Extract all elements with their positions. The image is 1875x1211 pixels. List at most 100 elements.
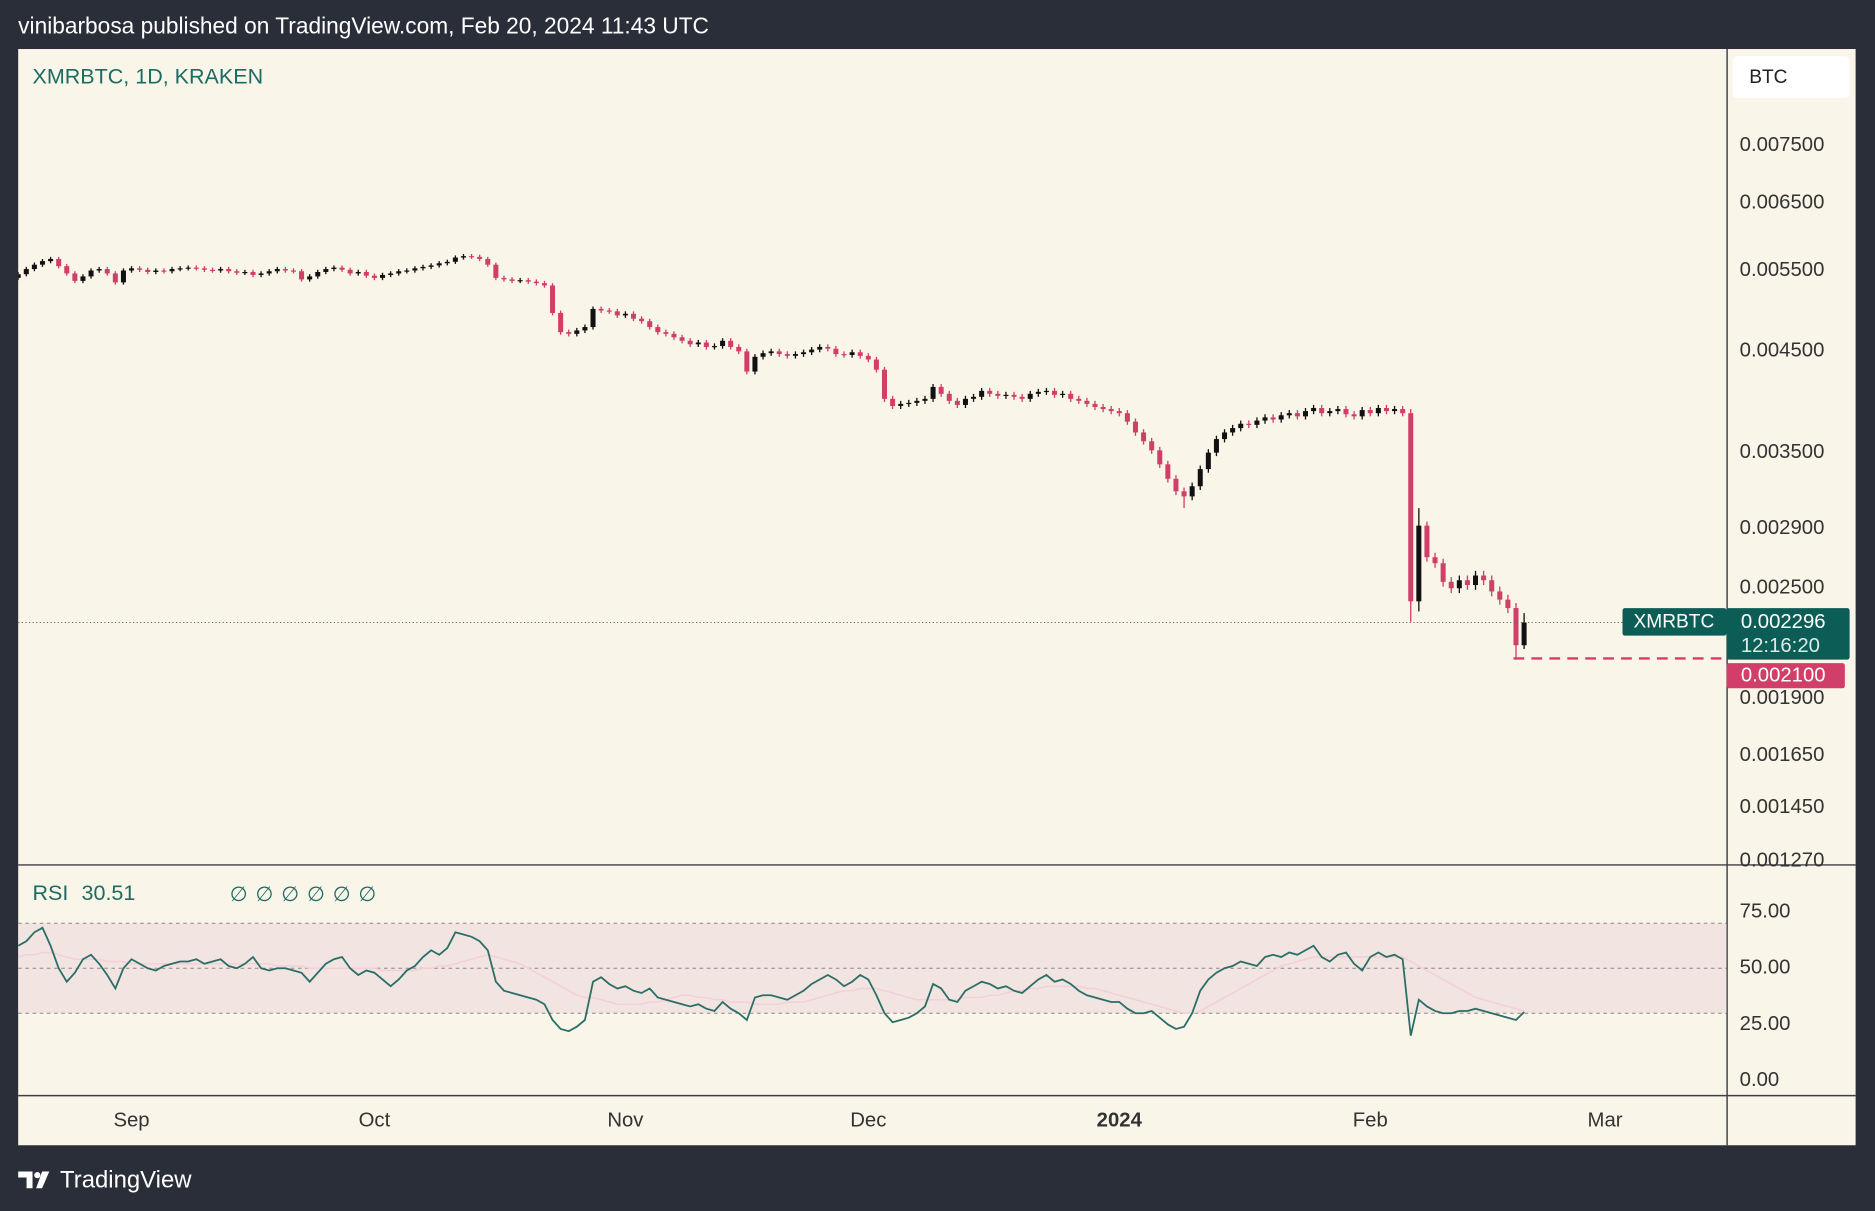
candle-body — [96, 269, 102, 271]
candle-body — [1100, 406, 1106, 410]
candle-body — [1392, 409, 1398, 412]
candle-body — [1189, 486, 1195, 497]
x-tick-label: Mar — [1588, 1110, 1623, 1132]
candle-body — [1246, 423, 1252, 425]
candle-body — [412, 268, 418, 271]
rsi-legend-value: 30.51 — [82, 881, 136, 905]
countdown: 12:16:20 — [1741, 635, 1820, 657]
candle-body — [234, 271, 240, 273]
candle-body — [1019, 396, 1025, 399]
candle-body — [153, 270, 159, 272]
candle-body — [1448, 581, 1454, 589]
candle-body — [1132, 421, 1138, 433]
y-tick-label: 0.001650 — [1740, 744, 1825, 766]
candle-body — [630, 313, 637, 319]
candle-body — [776, 351, 782, 355]
candle-body — [1375, 408, 1381, 414]
candle-body — [558, 312, 564, 333]
y-tick-label: 0.001270 — [1740, 850, 1825, 872]
candle-body — [647, 321, 653, 328]
x-tick-label: Sep — [113, 1110, 149, 1132]
candle-body — [307, 276, 313, 280]
candle-body — [1473, 575, 1479, 586]
candle-body — [1230, 428, 1236, 433]
candle-body — [193, 267, 199, 269]
candle-body — [1213, 439, 1219, 453]
candle-body — [1481, 575, 1487, 581]
candle-body — [250, 271, 256, 275]
candle-body — [930, 386, 936, 399]
candle-body — [177, 268, 183, 270]
candle-body — [242, 271, 248, 274]
candle-body — [485, 258, 491, 265]
candle-body — [574, 330, 580, 334]
candle-body — [274, 269, 280, 272]
candle-body — [890, 398, 896, 406]
candle-body — [452, 257, 458, 262]
currency-box[interactable] — [1732, 56, 1850, 99]
candle-body — [185, 267, 191, 269]
header: vinibarbosa published on TradingView.com… — [18, 12, 709, 38]
candle-body — [744, 351, 750, 372]
candle-body — [477, 256, 483, 259]
candle-body — [768, 351, 774, 354]
y-tick-label: 0.007500 — [1740, 134, 1825, 156]
candle-body — [841, 354, 847, 356]
candle-body — [129, 268, 135, 271]
candle-body — [323, 269, 329, 272]
y-tick-label: 0.001900 — [1740, 687, 1825, 709]
candle-body — [137, 268, 143, 270]
candle-body — [1408, 413, 1414, 602]
rsi-legend-name: RSI — [33, 881, 69, 905]
candle-body — [509, 279, 515, 281]
candle-body — [112, 273, 118, 283]
candle-body — [120, 270, 126, 283]
candle-body — [898, 403, 904, 406]
candle-body — [752, 356, 758, 372]
candle-body — [728, 340, 734, 347]
y-tick-label: 0.005500 — [1740, 259, 1825, 281]
candle-body — [80, 276, 86, 281]
candle-body — [760, 353, 766, 357]
candle-body — [906, 402, 912, 405]
currency-label[interactable]: BTC — [1749, 67, 1787, 88]
candle-body — [1108, 409, 1114, 412]
candle-body — [1238, 423, 1244, 429]
x-tick-label: Feb — [1353, 1110, 1388, 1132]
candle-body — [1068, 393, 1074, 399]
candle-body — [64, 266, 70, 274]
candle-body — [582, 327, 588, 331]
candle-body — [331, 267, 337, 270]
candle-body — [1205, 452, 1211, 470]
candle-body — [1302, 411, 1309, 417]
candle-body — [444, 261, 450, 264]
candle-body — [1319, 408, 1325, 414]
candle-body — [1254, 420, 1260, 425]
y-tick-label: 0.002900 — [1740, 517, 1825, 539]
candle-body — [1464, 580, 1470, 586]
candle-body — [833, 348, 839, 355]
y-tick-label: 0.006500 — [1740, 192, 1825, 214]
candle-body — [145, 269, 151, 272]
candle-body — [1513, 608, 1519, 646]
candle-body — [1084, 400, 1090, 404]
candle-body — [1343, 409, 1349, 415]
candle-body — [533, 281, 539, 284]
candle-body — [914, 400, 920, 403]
rsi-line — [18, 926, 1525, 1036]
candle-body — [39, 261, 45, 265]
candle-body — [946, 393, 952, 401]
candle-body — [258, 273, 264, 275]
candle-body — [1521, 622, 1527, 646]
candle-body — [873, 359, 879, 370]
candle-body — [1335, 409, 1341, 412]
candle-body — [282, 269, 288, 271]
candle-body — [1497, 591, 1503, 600]
candle-body — [1262, 417, 1268, 421]
candle-body — [1076, 398, 1082, 401]
candle-body — [388, 273, 394, 275]
candle-body — [1456, 580, 1462, 589]
candle-body — [299, 271, 305, 280]
candle-body — [590, 308, 596, 328]
